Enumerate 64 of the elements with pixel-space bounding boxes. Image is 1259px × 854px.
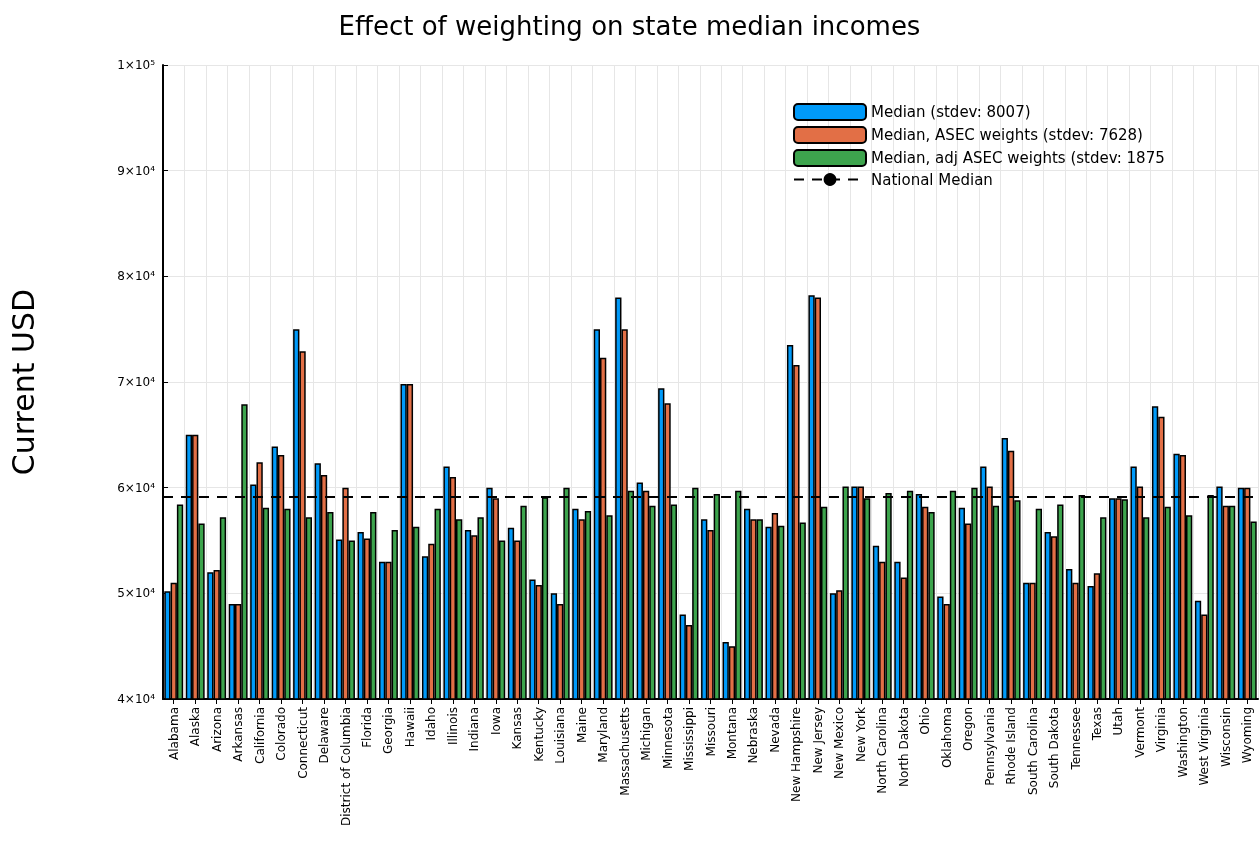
x-tick-label: Minnesota [660,707,675,769]
x-tick-label: Virginia [1154,707,1169,753]
legend-label: Median (stdev: 8007) [871,103,1031,121]
x-tick-label: Oklahoma [939,707,954,769]
y-tick-label: 9×10⁴ [117,163,156,178]
x-tick-label: Maine [574,707,589,744]
x-tick-label: Alabama [166,707,181,760]
x-tick-label: Indiana [467,707,482,752]
y-tick-label: 7×10⁴ [117,375,156,389]
x-tick-label: Nebraska [746,707,761,764]
x-tick-label: Arkansas [231,707,246,762]
x-tick-label: Arizona [209,707,224,753]
x-tick-label: Michigan [639,707,654,761]
legend-label: Median, adj ASEC weights (stdev: 1875 [871,149,1165,167]
x-tick-label: Wisconsin [1218,707,1233,767]
x-tick-label: Delaware [317,707,332,764]
x-tick-label: North Dakota [896,707,911,787]
x-tick-label: Massachusetts [617,707,632,796]
x-tick-label: Vermont [1132,706,1147,758]
x-tick-label: Georgia [381,707,396,755]
y-tick-label: 1×10⁵ [117,58,156,72]
x-tick-label: Montana [724,707,739,760]
x-tick-label: Iowa [488,707,503,736]
x-tick-label: Pennsylvania [982,707,997,786]
x-tick-label: Maryland [596,707,611,763]
x-tick-label: Mississippi [682,707,697,771]
y-tick-label: 6×10⁴ [117,480,156,495]
x-tick-label: Utah [1111,707,1126,736]
y-tick-label: 5×10⁴ [117,586,156,601]
x-tick-label: Ohio [918,707,933,735]
y-axis-title: Current USD [5,288,41,476]
x-tick-label: New York [853,706,868,762]
chart-title: Effect of weighting on state median incomes [338,11,921,41]
x-tick-label: Texas [1089,707,1104,742]
x-tick-label: Kentucky [531,707,546,762]
x-tick-label: Florida [359,707,374,748]
x-tick-label: South Dakota [1047,707,1062,789]
x-tick-label: Colorado [274,707,289,761]
x-tick-label: Idaho [424,707,439,741]
x-tick-label: Washington [1175,707,1190,778]
x-tick-label: Rhode Island [1004,707,1019,785]
x-tick-label: District of Columbia [338,707,353,826]
x-tick-label: Connecticut [295,706,310,779]
x-tick-label: New Jersey [810,707,825,774]
x-tick-label: Missouri [703,707,718,757]
x-tick-label: Nevada [767,707,782,753]
x-tick-label: West Virginia [1197,707,1212,786]
x-tick-label: Oregon [961,707,976,752]
x-tick-label: New Mexico [832,707,847,779]
x-tick-label: Illinois [445,707,460,746]
y-tick-label: 4×10⁴ [117,692,156,706]
legend-label: National Median [871,170,993,189]
legend-label: Median, ASEC weights (stdev: 7628) [871,126,1143,144]
x-tick-label: South Carolina [1025,707,1040,796]
x-tick-label: New Hampshire [789,707,804,802]
x-tick-label: Tennessee [1068,707,1083,771]
x-tick-label: Kansas [510,707,525,750]
x-tick-label: Louisiana [553,707,568,764]
y-tick-label: 8×10⁴ [117,269,156,284]
x-tick-label: Wyoming [1240,707,1255,764]
x-tick-label: Alaska [188,707,203,747]
x-tick-label: California [252,707,267,764]
x-tick-label: North Carolina [875,707,890,794]
x-tick-label: Hawaii [402,707,417,748]
